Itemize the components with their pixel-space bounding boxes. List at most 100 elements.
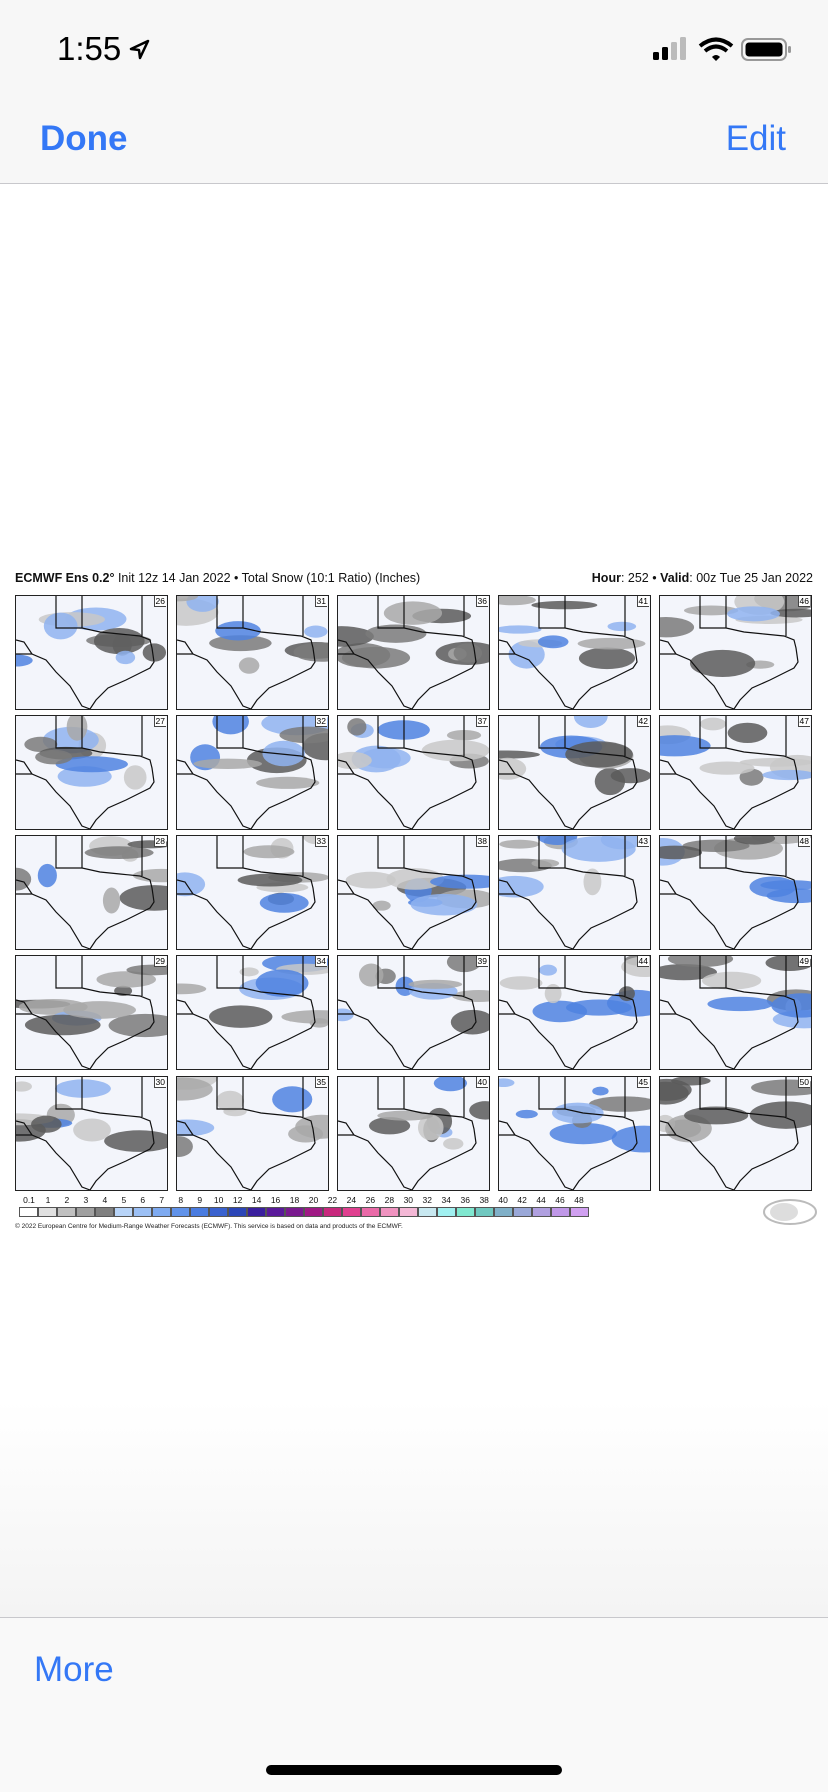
edit-button[interactable]: Edit <box>725 119 786 158</box>
snow-area <box>288 1125 324 1143</box>
snow-area <box>430 874 489 889</box>
legend-swatch <box>19 1207 38 1217</box>
snow-area <box>259 892 309 913</box>
snow-area <box>682 839 750 853</box>
snow-area <box>421 739 489 762</box>
snow-area <box>561 836 636 862</box>
legend-label: 20 <box>308 1195 319 1205</box>
snow-area <box>549 1122 618 1145</box>
panel-number: 44 <box>636 956 649 967</box>
snow-area <box>660 617 695 638</box>
border <box>16 596 155 709</box>
snow-area <box>237 873 303 887</box>
snow-area <box>771 993 811 1018</box>
panel-number: 47 <box>797 716 810 727</box>
legend-label: 18 <box>289 1195 300 1205</box>
map-panel: 39 <box>337 955 490 1070</box>
snow-area <box>108 1013 167 1038</box>
map <box>499 956 650 1069</box>
legend-swatch <box>551 1207 570 1217</box>
valid-info: Hour: 252 • Valid: 00z Tue 25 Jan 2022 <box>592 571 813 585</box>
legend-label: 42 <box>517 1195 527 1205</box>
map <box>660 956 811 1069</box>
legend-swatch <box>342 1207 361 1217</box>
snow-area <box>55 756 128 773</box>
snow-area <box>24 736 58 753</box>
bottom-toolbar <box>0 1617 828 1792</box>
border <box>177 1077 316 1190</box>
legend-label: 10 <box>213 1195 224 1205</box>
legend-label: 3 <box>83 1195 89 1205</box>
home-indicator <box>266 1765 562 1775</box>
snow-area <box>671 1077 711 1086</box>
panel-number: 36 <box>475 596 488 607</box>
snow-area <box>37 863 57 888</box>
map-panel: 31 <box>176 595 329 710</box>
snow-area <box>499 1078 515 1088</box>
border <box>338 1077 477 1190</box>
border <box>16 716 155 829</box>
snow-area <box>209 1005 273 1028</box>
legend-label: 5 <box>121 1195 127 1205</box>
snow-area <box>552 1102 604 1124</box>
panel-number: 29 <box>153 956 166 967</box>
legend-swatch <box>285 1207 304 1217</box>
map <box>177 836 328 949</box>
snow-area <box>531 600 598 610</box>
snow-area <box>239 967 259 977</box>
snow-area <box>84 846 154 860</box>
border <box>338 956 477 1069</box>
snow-area <box>760 880 811 891</box>
legend-label: 26 <box>365 1195 376 1205</box>
snow-area <box>193 758 263 769</box>
subtitle: Init 12z 14 Jan 2022 • Total Snow (10:1 … <box>117 571 421 585</box>
map <box>16 596 167 709</box>
snow-area <box>216 1090 245 1112</box>
border <box>177 716 316 829</box>
legend-swatch <box>38 1207 57 1217</box>
legend-swatch <box>57 1207 76 1217</box>
image-header: ECMWF Ens 0.2° Init 12z 14 Jan 2022 • To… <box>15 571 813 585</box>
map-panel: 28 <box>15 835 168 950</box>
snow-area <box>699 761 755 775</box>
border <box>16 956 155 1069</box>
legend-label: 38 <box>479 1195 489 1205</box>
border <box>660 956 799 1069</box>
model: ECMWF Ens 0.2° <box>15 571 115 585</box>
hour-label: Hour <box>591 571 621 585</box>
legend-label: 44 <box>536 1195 546 1205</box>
border <box>177 956 316 1069</box>
snow-area <box>531 859 560 868</box>
done-button[interactable]: Done <box>40 119 128 158</box>
map-panel: 50 <box>659 1076 812 1191</box>
map <box>177 716 328 829</box>
snow-area <box>508 640 545 669</box>
snow-area <box>255 969 309 997</box>
snow-area <box>537 635 569 649</box>
legend-swatch <box>437 1207 456 1217</box>
snow-area <box>372 900 391 911</box>
legend-label: 1 <box>45 1195 51 1205</box>
snow-area <box>123 765 147 790</box>
border <box>660 836 799 949</box>
snow-area <box>611 1125 650 1153</box>
snow-area <box>660 735 711 757</box>
legend-label: 8 <box>178 1195 184 1205</box>
panel-number: 43 <box>636 836 649 847</box>
snow-area <box>256 776 320 789</box>
more-button[interactable]: More <box>34 1650 114 1689</box>
snow-area <box>762 769 811 781</box>
snow-area <box>358 963 384 987</box>
snow-area <box>539 964 557 976</box>
map-panel: 49 <box>659 955 812 1070</box>
map-panel: 26 <box>15 595 168 710</box>
border <box>660 1077 799 1190</box>
legend-label: 16 <box>270 1195 281 1205</box>
valid-value: : 00z Tue 25 Jan 2022 <box>689 571 813 585</box>
snow-area <box>209 635 272 652</box>
snow-area <box>592 1086 609 1096</box>
snow-area <box>660 1081 689 1105</box>
snow-area <box>499 596 536 606</box>
border <box>16 836 155 949</box>
top-bar <box>0 0 828 184</box>
